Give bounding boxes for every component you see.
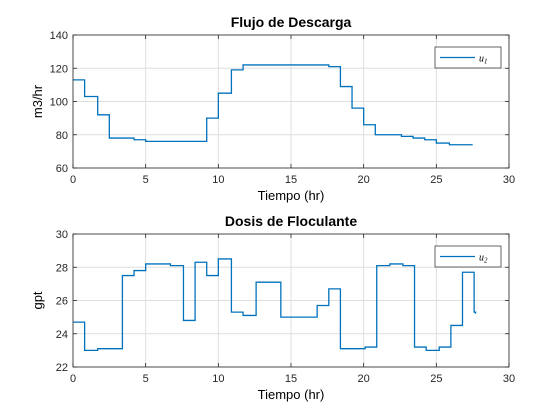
x-tick-label: 20 [358, 174, 370, 186]
x-tick-label: 0 [70, 174, 76, 186]
series-line-1 [73, 64, 473, 146]
x-tick-label: 15 [285, 373, 297, 385]
y-tick-label: 28 [56, 262, 68, 274]
series-line-1 [73, 258, 477, 352]
chart-title: Dosis de Floculante [225, 213, 357, 229]
legend-label: u2 [479, 253, 488, 265]
x-axis-label: Tiempo (hr) [258, 188, 325, 203]
legend-label-subscript: 2 [484, 257, 488, 265]
y-tick-label: 30 [56, 229, 68, 241]
x-tick-label: 0 [70, 373, 76, 385]
x-tick-label: 20 [358, 373, 370, 385]
y-tick-label: 26 [56, 296, 68, 308]
y-tick-label: 22 [56, 362, 68, 374]
x-tick-label: 10 [212, 373, 224, 385]
y-tick-label: 100 [50, 97, 68, 109]
chart-title: Flujo de Descarga [231, 14, 352, 30]
y-tick-label: 120 [50, 63, 68, 75]
x-axis-label: Tiempo (hr) [258, 387, 325, 402]
x-tick-label: 25 [430, 373, 442, 385]
legend-label: u1 [479, 54, 488, 66]
x-tick-label: 5 [143, 174, 149, 186]
y-axis-label: gpt [30, 291, 45, 309]
legend-label-subscript: 1 [484, 58, 488, 66]
x-tick-label: 5 [143, 373, 149, 385]
legend: u1 [434, 46, 502, 69]
y-tick-label: 24 [56, 329, 68, 341]
y-axis-label: m3/hr [30, 84, 45, 118]
subplot-1: 0 5 10 15 20 25 30 60 80 100 120 140 Flujo de Descar… [30, 14, 515, 203]
x-tick-label: 15 [285, 174, 297, 186]
y-tick-label: 80 [56, 130, 68, 142]
x-tick-label: 30 [503, 174, 515, 186]
legend: u2 [434, 245, 502, 268]
x-tick-label: 30 [503, 373, 515, 385]
y-tick-label: 60 [56, 163, 68, 175]
x-tick-label: 25 [430, 174, 442, 186]
y-tick-label: 140 [50, 30, 68, 42]
subplot-2: 0 5 10 15 20 25 30 22 24 26 28 30 Dosis de Floculant… [30, 213, 515, 402]
x-tick-label: 10 [212, 174, 224, 186]
